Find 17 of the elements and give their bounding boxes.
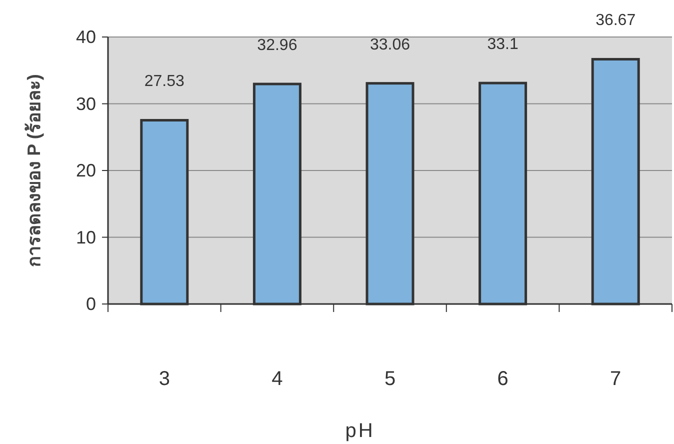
x-axis-title: pH	[345, 420, 375, 442]
data-label: 33.1	[487, 36, 518, 54]
data-label: 36.67	[596, 12, 636, 30]
x-tick-label: 6	[497, 368, 508, 390]
x-tick-label: 7	[610, 368, 622, 390]
data-label: 32.96	[257, 36, 298, 54]
data-label: 27.53	[144, 73, 185, 90]
y-tick-label: 30	[76, 94, 96, 114]
y-axis-title: การลดลงของ P (ร้อยละ)	[24, 74, 44, 267]
x-tick-label: 3	[158, 368, 170, 390]
y-tick-label: 40	[76, 27, 96, 47]
x-tick-label: 5	[384, 368, 396, 390]
y-tick-label: 10	[76, 227, 96, 248]
data-label: 33.06	[370, 36, 410, 54]
y-tick-label: 20	[76, 160, 96, 180]
y-tick-label: 0	[86, 294, 96, 314]
x-tick-label: 4	[272, 368, 283, 390]
